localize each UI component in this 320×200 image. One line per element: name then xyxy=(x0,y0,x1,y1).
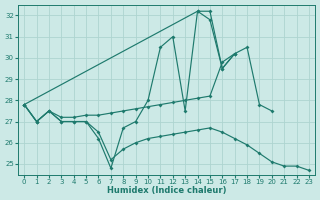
X-axis label: Humidex (Indice chaleur): Humidex (Indice chaleur) xyxy=(107,186,226,195)
